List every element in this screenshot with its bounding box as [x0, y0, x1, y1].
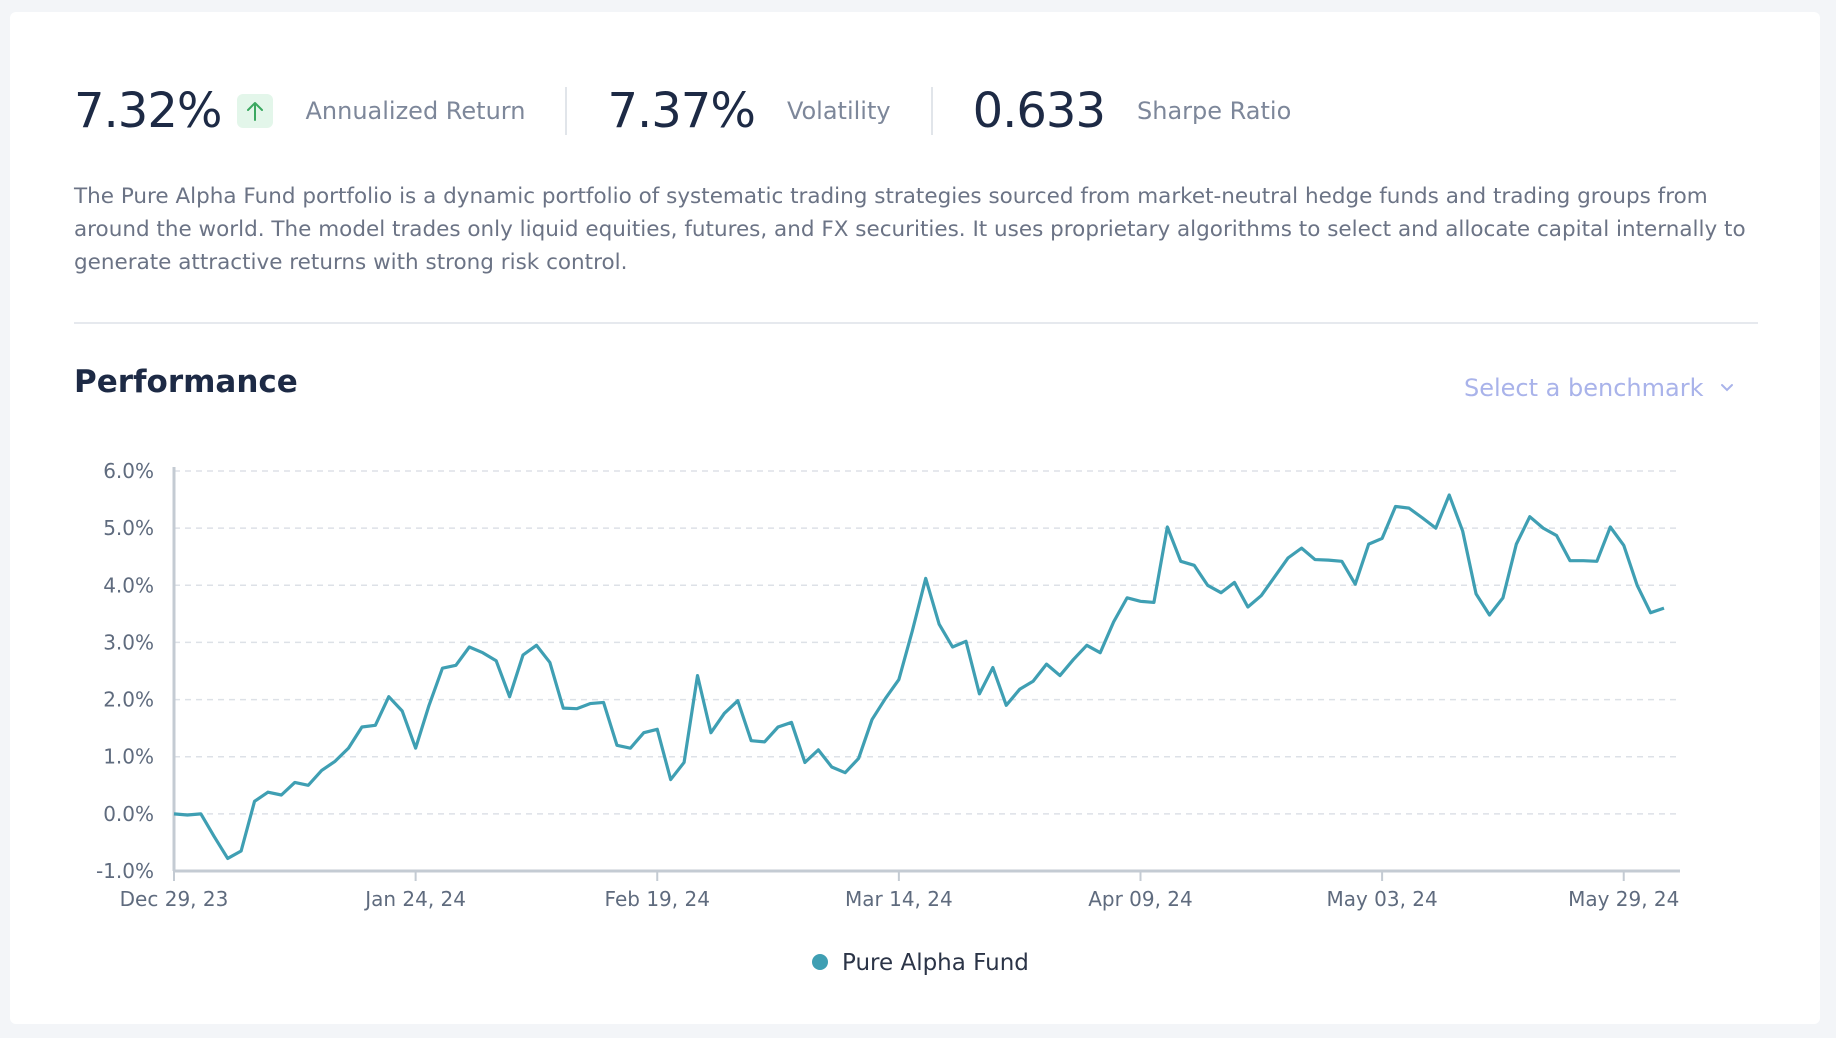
arrow-up [247, 102, 264, 121]
y-tick-label: 3.0% [103, 630, 154, 654]
benchmark-placeholder[interactable]: Select a benchmark [1464, 374, 1704, 402]
stat-label: Volatility [786, 97, 891, 125]
stat: 7.32% Annualized Return [74, 83, 525, 139]
x-tick-label: Dec 29, 23 [120, 887, 229, 911]
separator [565, 87, 568, 135]
benchmark-select[interactable]: Select a benchmark [1464, 374, 1737, 402]
x-tick-label: Mar 14, 24 [845, 887, 953, 911]
separator [930, 87, 933, 135]
section-title: Performance [74, 364, 298, 400]
y-tick-label: 0.0% [103, 802, 154, 826]
stats-row: 7.32% Annualized Return 7.37% Volatility… [74, 76, 1291, 146]
y-tick-label: -1.0% [96, 859, 154, 883]
x-tick-label: Apr 09, 24 [1088, 887, 1193, 911]
stat-value: 7.37% [607, 83, 755, 139]
up-icon [237, 94, 274, 128]
x-tick-label: Jan 24, 24 [363, 887, 466, 911]
stat-label: Annualized Return [305, 97, 526, 125]
y-tick-label: 4.0% [103, 573, 154, 597]
stat-label: Sharpe Ratio [1137, 97, 1292, 125]
x-tick-label: Feb 19, 24 [605, 887, 710, 911]
x-tick-label: May 03, 24 [1326, 887, 1437, 911]
y-tick-label: 2.0% [103, 688, 154, 712]
stat-value: 0.633 [972, 83, 1106, 139]
stat: 7.37% Volatility [607, 83, 890, 139]
legend-marker [812, 954, 828, 970]
x-tick-label: May 29, 24 [1568, 887, 1679, 911]
divider [74, 322, 1758, 324]
y-tick-label: 1.0% [103, 745, 154, 769]
data-line [173, 493, 1665, 861]
y-tick-label: 6.0% [103, 459, 154, 483]
stat-value: 7.32% [74, 83, 222, 139]
y-tick-label: 5.0% [103, 516, 154, 540]
card [10, 12, 1820, 1024]
stat: 0.633 Sharpe Ratio [973, 83, 1292, 139]
chevron[interactable] [1717, 381, 1737, 395]
legend-label: Pure Alpha Fund [842, 950, 1029, 976]
description: The Pure Alpha Fund portfolio is a dynam… [74, 184, 1746, 275]
